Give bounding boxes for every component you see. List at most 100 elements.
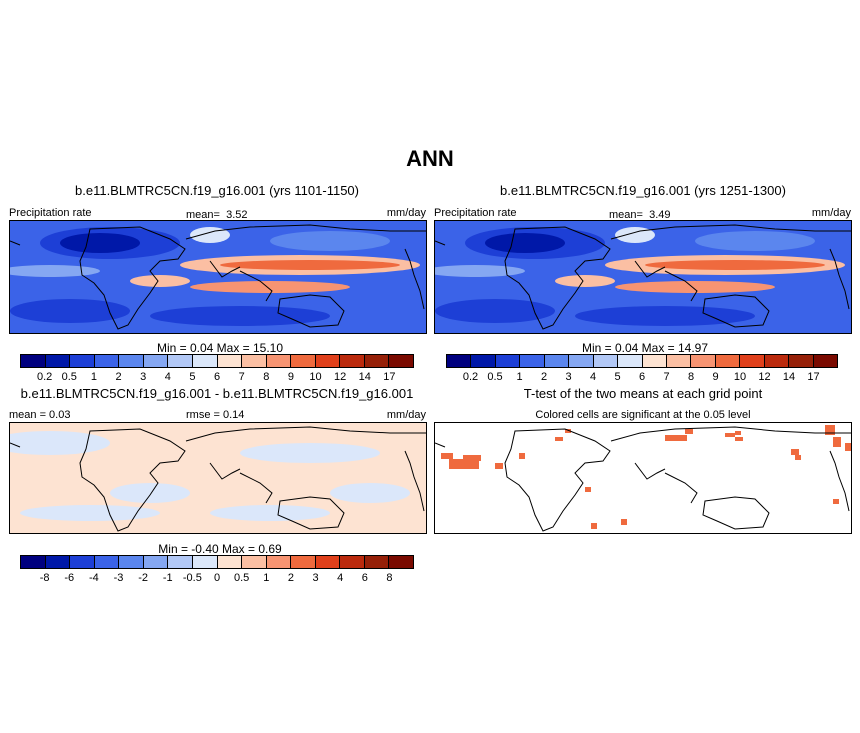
colorbar-tick-label: -1 — [162, 572, 173, 584]
colorbar-swatch — [340, 355, 365, 367]
panel-4-ttest-map — [434, 422, 852, 534]
coastline — [10, 240, 21, 246]
significant-cell — [795, 455, 801, 460]
panel-2-minmax: Min = 0.04 Max = 14.97 — [581, 341, 709, 355]
panel-4-subtitle: Colored cells are significant at the 0.0… — [535, 409, 751, 421]
colorbar-swatch — [242, 355, 267, 367]
colorbar-swatch — [143, 556, 169, 568]
panel-2-mean-label: mean= 3.49 — [609, 209, 671, 221]
colorbar-tick-label: 17 — [807, 371, 820, 383]
colorbar-swatch — [217, 556, 243, 568]
panel-3-difference-map — [9, 422, 427, 534]
colorbar-tick-label: 10 — [733, 371, 747, 383]
colorbar-tick-label: 17 — [383, 371, 396, 383]
colorbar-tick-label: 9 — [287, 371, 294, 383]
significant-cell — [665, 435, 687, 441]
significant-cell — [621, 519, 627, 525]
coastline — [702, 294, 770, 328]
dry-region — [695, 231, 815, 251]
colorbar-swatch — [21, 556, 46, 568]
dry-region — [10, 299, 130, 323]
significant-cell — [449, 459, 479, 469]
significant-cell — [591, 523, 597, 529]
colorbar-swatch — [45, 556, 71, 568]
spcz-band — [615, 281, 775, 293]
colorbar-tick-label: 0.2 — [36, 371, 53, 383]
colorbar-swatch — [266, 556, 292, 568]
significant-cell — [463, 455, 481, 461]
colorbar-swatch — [740, 355, 765, 367]
wet-region — [190, 227, 230, 243]
colorbar-swatch — [389, 355, 413, 367]
colorbar-tick-label: 12 — [758, 371, 771, 383]
significant-cell — [685, 429, 693, 434]
panel-2-variable-label: Precipitation rate — [434, 207, 517, 219]
coastline — [504, 226, 611, 330]
colorbar-tick-label: -6 — [64, 572, 75, 584]
panel-1-units: mm/day — [386, 207, 426, 219]
significant-cell — [791, 449, 799, 455]
itcz-band — [220, 260, 400, 270]
colorbar-tick-label: 3 — [140, 371, 147, 383]
wet-region — [130, 275, 190, 287]
colorbar-tick-label: 14 — [782, 371, 796, 383]
colorbar-tick-label: 14 — [358, 371, 371, 383]
coastline — [79, 428, 186, 532]
panel-1-colorbar — [20, 354, 414, 368]
colorbar-swatch — [691, 355, 716, 367]
colorbar-swatch — [715, 355, 741, 367]
panel-1-mean-label: mean= 3.52 — [186, 209, 248, 221]
colorbar-swatch — [143, 355, 169, 367]
negative-diff-region — [10, 431, 110, 455]
significant-cell — [735, 431, 741, 435]
colorbar-tick-label: 0.5 — [487, 371, 503, 383]
wet-region — [435, 265, 525, 277]
significant-cell — [495, 463, 503, 469]
coastline — [702, 496, 770, 530]
colorbar-tick-label: 1 — [263, 572, 270, 584]
colorbar-swatch — [242, 556, 267, 568]
significant-cell — [833, 499, 839, 504]
panel-2-mean-value: 3.49 — [649, 209, 671, 221]
negative-diff-region — [210, 505, 330, 521]
colorbar-swatch — [291, 556, 316, 568]
colorbar-tick-label: 5 — [614, 371, 621, 383]
colorbar-swatch — [364, 556, 390, 568]
colorbar-swatch — [340, 556, 365, 568]
coastline — [829, 450, 850, 512]
colorbar-tick-label: 0.2 — [462, 371, 479, 383]
coastline — [435, 442, 446, 448]
colorbar-tick-label: 1 — [90, 371, 97, 383]
wet-region — [10, 265, 100, 277]
colorbar-swatch — [94, 355, 120, 367]
colorbar-swatch — [569, 355, 594, 367]
panel-3-units: mm/day — [386, 409, 426, 421]
dry-region — [270, 231, 390, 251]
colorbar-swatch — [70, 355, 95, 367]
coastline — [664, 472, 698, 504]
colorbar-tick-label: 2 — [540, 371, 548, 383]
panel-1-variable-label: Precipitation rate — [9, 207, 92, 219]
coastline — [404, 450, 425, 512]
panel-1-mean-value: 3.52 — [226, 209, 248, 221]
colorbar-tick-label: 5 — [189, 371, 196, 383]
colorbar-tick-label: 3 — [565, 371, 572, 383]
colorbar-swatch — [666, 355, 692, 367]
dry-region — [575, 306, 755, 326]
colorbar-tick-label: 2 — [287, 572, 294, 584]
negative-diff-region — [110, 483, 190, 503]
panel-3-colorbar — [20, 555, 414, 569]
panel-2-units: mm/day — [811, 207, 851, 219]
panel-3-title: b.e11.BLMTRC5CN.f19_g16.001 - b.e11.BLMT… — [20, 386, 414, 401]
colorbar-swatch — [642, 355, 667, 367]
colorbar-tick-label: 4 — [589, 371, 597, 383]
significant-cell — [519, 453, 525, 459]
coastline — [664, 270, 698, 302]
colorbar-swatch — [544, 355, 570, 367]
colorbar-swatch — [168, 556, 193, 568]
coastline — [277, 294, 345, 328]
panel-3-minmax: Min = -0.40 Max = 0.69 — [158, 542, 282, 556]
colorbar-swatch — [94, 556, 120, 568]
itcz-band — [645, 260, 825, 270]
significant-cell — [565, 429, 571, 433]
